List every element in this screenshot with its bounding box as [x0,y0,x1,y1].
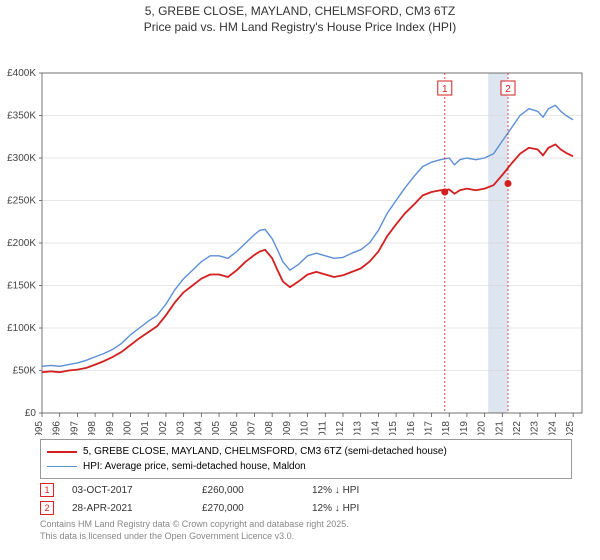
svg-text:£400K: £400K [7,68,36,79]
marker-date-2: 28-APR-2021 [72,503,202,514]
marker-date-1: 03-OCT-2017 [72,485,202,496]
marker-pct-2: 12% ↓ HPI [312,503,412,514]
title-line1: 5, GREBE CLOSE, MAYLAND, CHELMSFORD, CM3… [0,4,600,20]
svg-text:2000: 2000 [123,421,134,435]
svg-text:2019: 2019 [459,421,470,435]
svg-text:2012: 2012 [335,421,346,435]
legend-label-hpi: HPI: Average price, semi-detached house,… [83,459,306,474]
marker-price-1: £260,000 [202,485,312,496]
svg-text:£250K: £250K [7,196,36,207]
marker-pct-1: 12% ↓ HPI [312,485,412,496]
legend-row-property: 5, GREBE CLOSE, MAYLAND, CHELMSFORD, CM3… [47,444,565,459]
svg-text:£50K: £50K [13,366,37,377]
footer-line1: Contains HM Land Registry data © Crown c… [40,519,600,531]
svg-text:2004: 2004 [193,421,204,435]
svg-text:£100K: £100K [7,323,36,334]
svg-text:£200K: £200K [7,238,36,249]
svg-text:2009: 2009 [282,421,293,435]
title-line2: Price paid vs. HM Land Registry's House … [0,20,600,36]
svg-text:1999: 1999 [105,421,116,435]
svg-text:£0: £0 [25,408,37,419]
svg-text:2011: 2011 [317,421,328,435]
svg-text:£300K: £300K [7,153,36,164]
marker-row-1: 1 03-OCT-2017 £260,000 12% ↓ HPI [40,483,600,497]
footer-text: Contains HM Land Registry data © Crown c… [40,519,600,542]
svg-text:2008: 2008 [264,421,275,435]
legend-box: 5, GREBE CLOSE, MAYLAND, CHELMSFORD, CM3… [40,439,572,479]
svg-text:2015: 2015 [388,421,399,435]
footer-line2: This data is licensed under the Open Gov… [40,531,600,543]
svg-text:2: 2 [505,84,511,95]
svg-text:1995: 1995 [34,421,45,435]
svg-text:2001: 2001 [140,421,151,435]
svg-text:2016: 2016 [406,421,417,435]
svg-text:2025: 2025 [565,421,576,435]
svg-text:2014: 2014 [370,421,381,435]
svg-text:2024: 2024 [547,421,558,435]
legend-swatch-property [47,451,77,453]
svg-text:2013: 2013 [353,421,364,435]
svg-text:1996: 1996 [52,421,63,435]
marker-badge-1: 1 [40,483,54,497]
marker-row-2: 2 28-APR-2021 £270,000 12% ↓ HPI [40,501,600,515]
svg-text:£150K: £150K [7,281,36,292]
marker-badge-2: 2 [40,501,54,515]
svg-text:2010: 2010 [300,421,311,435]
svg-text:2005: 2005 [211,421,222,435]
marker-price-2: £270,000 [202,503,312,514]
svg-text:1997: 1997 [69,421,80,435]
svg-text:2003: 2003 [176,421,187,435]
svg-text:1998: 1998 [87,421,98,435]
svg-text:2020: 2020 [477,421,488,435]
svg-text:2006: 2006 [229,421,240,435]
title-block: 5, GREBE CLOSE, MAYLAND, CHELMSFORD, CM3… [0,0,600,35]
svg-text:2022: 2022 [512,421,523,435]
svg-text:2017: 2017 [424,421,435,435]
svg-text:2018: 2018 [441,421,452,435]
svg-text:2021: 2021 [494,421,505,435]
svg-text:£350K: £350K [7,111,36,122]
price-chart: £0 £50K £100K £150K £200K £250K £300K £350K £400… [0,35,600,435]
svg-text:2002: 2002 [158,421,169,435]
legend-swatch-hpi [47,466,77,468]
svg-text:2007: 2007 [246,421,257,435]
legend-row-hpi: HPI: Average price, semi-detached house,… [47,459,565,474]
svg-text:1: 1 [442,84,448,95]
chart-container: 5, GREBE CLOSE, MAYLAND, CHELMSFORD, CM3… [0,0,600,560]
legend-label-property: 5, GREBE CLOSE, MAYLAND, CHELMSFORD, CM3… [83,444,447,459]
svg-text:2023: 2023 [530,421,541,435]
